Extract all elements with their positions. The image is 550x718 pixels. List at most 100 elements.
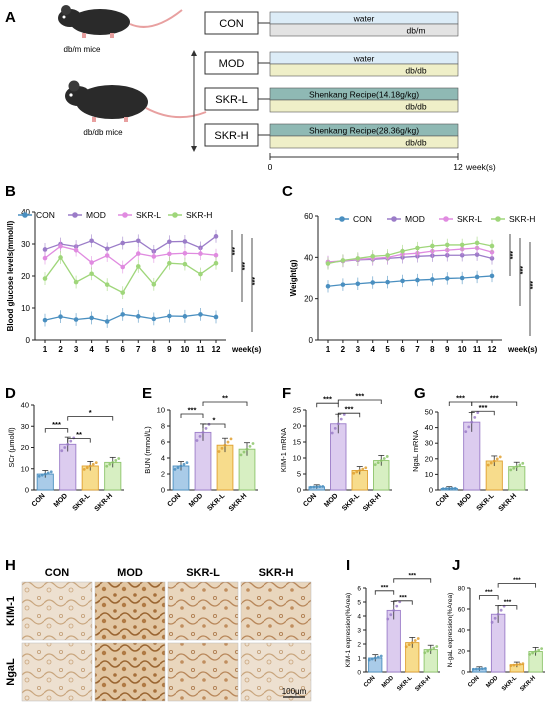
significance-bracket bbox=[471, 401, 518, 406]
data-point bbox=[239, 453, 243, 457]
panel-letter-f: F bbox=[282, 385, 291, 402]
y-tick-label: 1 bbox=[357, 656, 361, 663]
legend-marker bbox=[495, 216, 501, 222]
data-point bbox=[490, 620, 494, 624]
data-point bbox=[66, 442, 70, 446]
series-line bbox=[327, 242, 493, 265]
data-point bbox=[198, 251, 203, 256]
legend-label: SKR-L bbox=[457, 214, 482, 224]
data-point bbox=[198, 271, 203, 277]
data-point bbox=[444, 487, 448, 490]
histology-image bbox=[21, 642, 93, 702]
x-tick-label: SKR-L bbox=[341, 492, 362, 513]
x-tick-label: 1 bbox=[326, 345, 331, 354]
data-point bbox=[339, 417, 343, 421]
data-point bbox=[117, 457, 121, 460]
legend-label: CON bbox=[353, 214, 372, 224]
strain-bar bbox=[269, 63, 459, 77]
legend-marker bbox=[72, 212, 78, 218]
significance-label: *** bbox=[456, 394, 465, 403]
significance-label: *** bbox=[355, 392, 364, 401]
data-point bbox=[379, 654, 383, 658]
data-point bbox=[435, 645, 439, 648]
x-tick-label: 3 bbox=[356, 345, 361, 354]
legend-label: SKR-L bbox=[136, 210, 161, 220]
group-name: SKR-H bbox=[214, 130, 248, 142]
data-point bbox=[321, 484, 325, 488]
mouse-label-dbdb: db/db mice bbox=[83, 128, 123, 137]
x-tick-label: SKR-H bbox=[498, 492, 519, 513]
y-tick-label: 40 bbox=[425, 423, 433, 432]
significance-label: *** bbox=[248, 277, 255, 285]
y-tick-label: 20 bbox=[21, 443, 29, 452]
legend-marker bbox=[339, 216, 345, 222]
panel-letter-g: G bbox=[414, 385, 426, 402]
strain-bar bbox=[269, 23, 459, 37]
histology-image bbox=[94, 642, 166, 702]
y-tick-label: 30 bbox=[425, 439, 433, 448]
y-tick-label: 40 bbox=[304, 253, 313, 262]
x-tick-label: 7 bbox=[415, 345, 420, 354]
y-tick-label: 50 bbox=[425, 408, 433, 417]
y-tick-label: 0 bbox=[309, 336, 314, 345]
data-point bbox=[367, 658, 371, 662]
data-point bbox=[69, 439, 73, 443]
timeline-start: 0 bbox=[268, 162, 273, 172]
y-tick-label: 5 bbox=[297, 470, 301, 479]
x-tick-label: 11 bbox=[473, 345, 482, 354]
data-point bbox=[108, 462, 112, 466]
data-point bbox=[392, 609, 396, 612]
data-point bbox=[385, 455, 389, 458]
x-tick-label: 3 bbox=[74, 345, 79, 354]
panel-a: A db/m mice db/db mice CON water db/m MOD bbox=[5, 5, 496, 172]
legend-marker bbox=[122, 212, 128, 218]
y-tick-label: 60 bbox=[304, 212, 313, 221]
significance-bracket bbox=[316, 402, 339, 408]
x-tick-label: SKR-H bbox=[519, 675, 537, 693]
data-point bbox=[373, 656, 377, 660]
y-tick-label: 2 bbox=[161, 470, 165, 479]
data-point bbox=[410, 641, 414, 644]
data-point bbox=[198, 435, 202, 438]
data-point bbox=[340, 282, 346, 287]
data-point bbox=[325, 261, 331, 266]
significance-bracket bbox=[393, 600, 413, 605]
x-tick-label: MOD bbox=[457, 492, 474, 509]
data-point bbox=[450, 486, 454, 490]
data-point bbox=[89, 315, 94, 321]
data-point bbox=[242, 450, 246, 454]
significance-bracket bbox=[448, 401, 473, 406]
y-tick-label: 20 bbox=[425, 454, 433, 463]
data-point bbox=[42, 255, 48, 261]
x-tick-label: 2 bbox=[58, 345, 63, 354]
x-tick-label: 9 bbox=[167, 345, 172, 354]
y-tick-label: 0 bbox=[297, 486, 301, 495]
data-point bbox=[413, 639, 417, 642]
data-point bbox=[151, 316, 157, 322]
data-point bbox=[430, 243, 435, 249]
x-tick-label: 8 bbox=[152, 345, 157, 354]
data-point bbox=[330, 431, 334, 435]
data-point bbox=[432, 646, 436, 650]
y-axis-label: Blood glucose levels(mmol/l) bbox=[6, 220, 15, 331]
y-tick-label: 0 bbox=[357, 670, 361, 677]
data-point bbox=[309, 485, 313, 489]
data-point bbox=[512, 663, 516, 667]
data-point bbox=[182, 462, 186, 466]
data-point bbox=[441, 487, 445, 491]
scale-bar-label: 100μm bbox=[282, 687, 307, 696]
data-point bbox=[489, 256, 495, 261]
data-point bbox=[376, 461, 380, 465]
data-point bbox=[361, 467, 365, 471]
significance-bracket bbox=[374, 590, 395, 595]
panel-letter-j: J bbox=[452, 557, 460, 574]
data-point bbox=[213, 234, 219, 239]
significance-label: *** bbox=[526, 281, 533, 289]
significance-bracket bbox=[44, 428, 69, 433]
y-tick-label: 20 bbox=[293, 422, 301, 431]
histology-column-label: MOD bbox=[117, 567, 143, 579]
histology-image bbox=[21, 581, 93, 641]
data-point bbox=[489, 461, 493, 465]
